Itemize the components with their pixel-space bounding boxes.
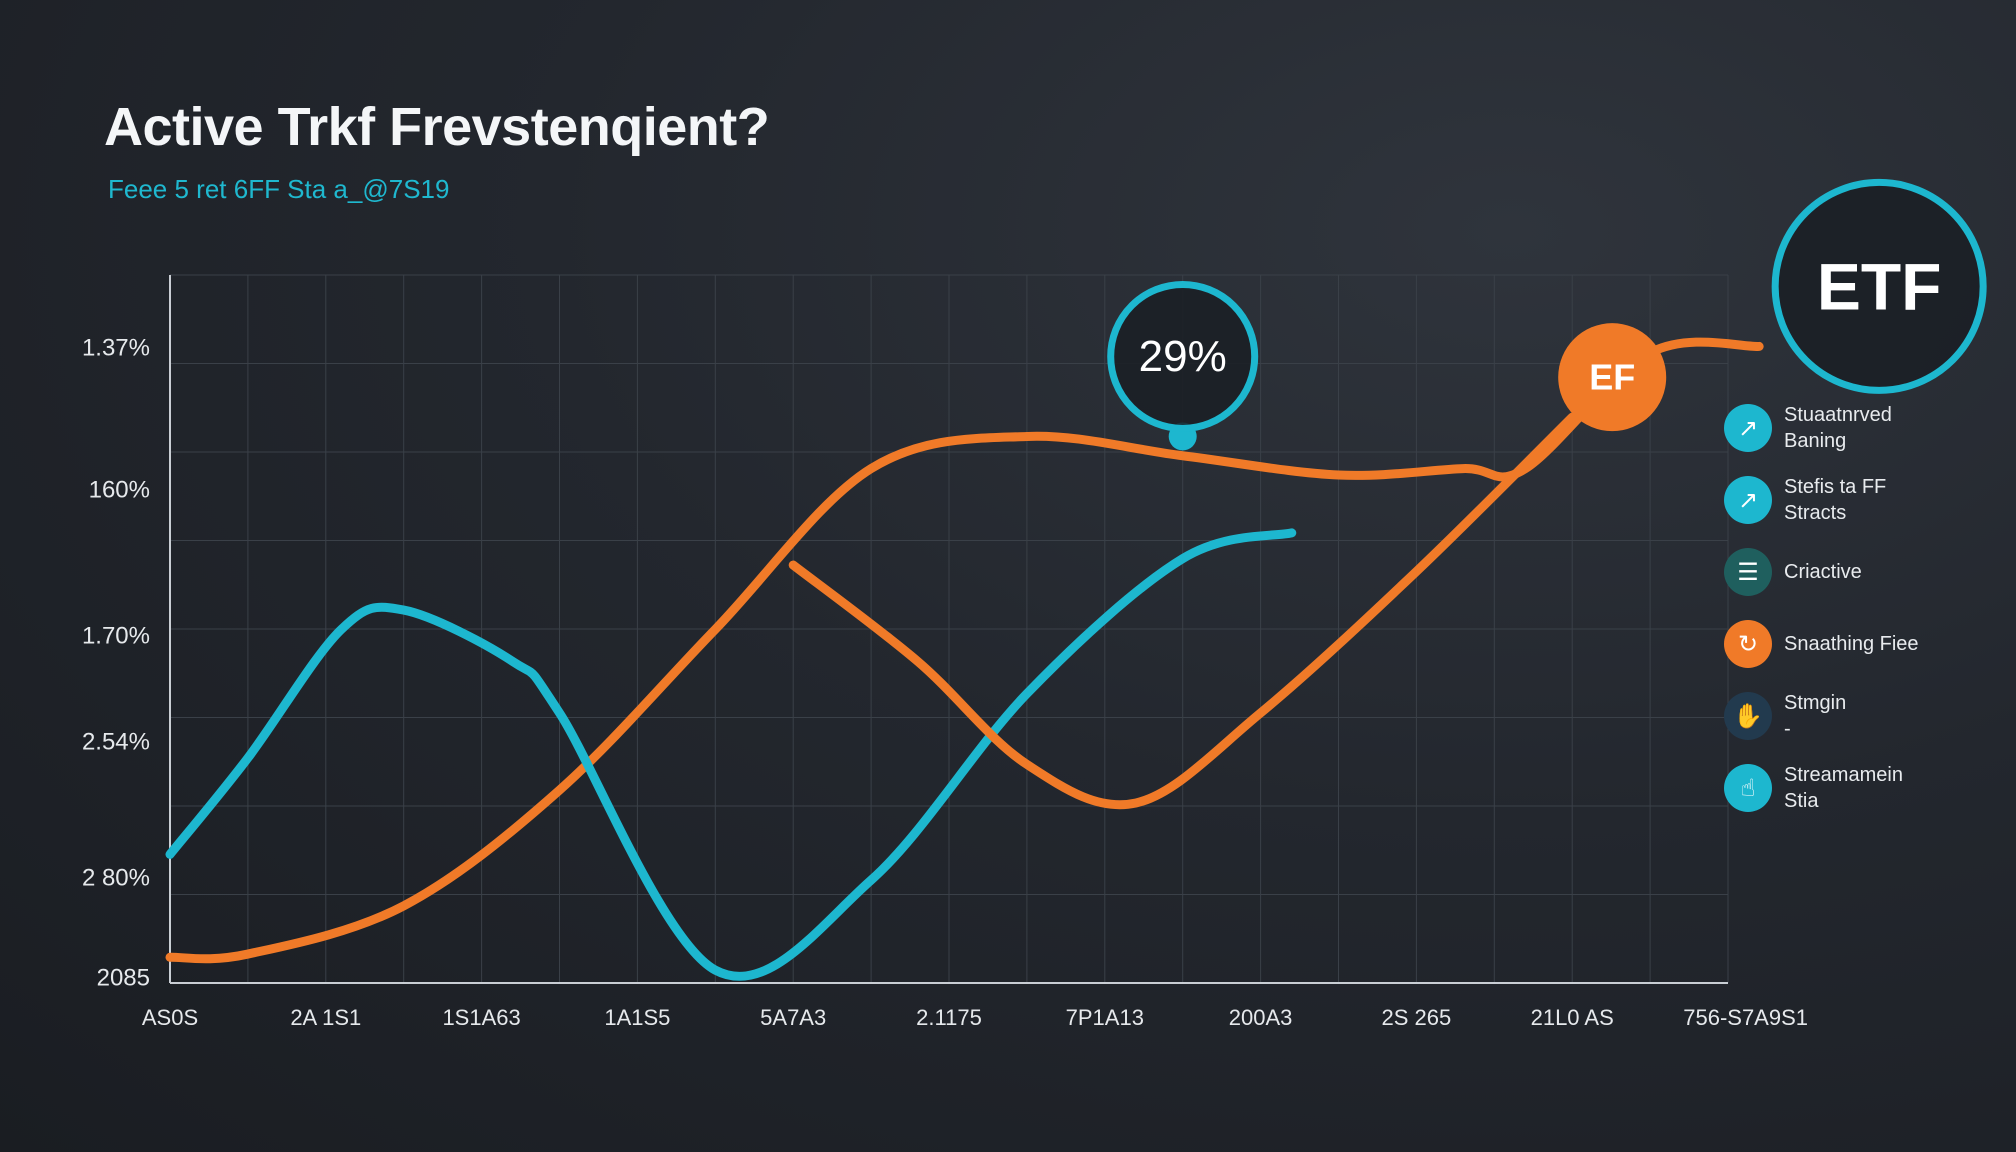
annotation-label: ETF (1817, 249, 1942, 323)
tap-icon: ☝ (1724, 764, 1772, 812)
annotation-label: EF (1589, 357, 1635, 398)
series-line-2 (165, 528, 1297, 981)
legend-label: Snaathing Fiee (1784, 633, 1919, 655)
x-tick-label: 200A3 (1229, 1005, 1293, 1030)
x-tick-label: 2.1175 (916, 1005, 982, 1030)
swirl-icon: ↻ (1724, 620, 1772, 668)
legend-label: Stefis ta FF Stracts (1784, 476, 1887, 524)
x-tick-label: 21L0 AS (1531, 1005, 1614, 1030)
annotation-badge (1558, 323, 1667, 432)
legend-item: ☰ Criactive (1724, 548, 1994, 596)
legend-item: ☝ Streamamein Stia (1724, 764, 1994, 812)
legend-label: Stuaatnrved Baning (1784, 404, 1892, 452)
annotation-label: 29% (1139, 332, 1227, 381)
chart-icon: ↗ (1724, 476, 1772, 524)
x-tick-label: AS0S (142, 1005, 198, 1030)
legend-item: ↗ Stefis ta FF Stracts (1724, 476, 1994, 524)
y-tick-label: 2.54% (82, 729, 150, 756)
x-tick-label: 1A1S5 (604, 1005, 670, 1030)
legend-label: Stmgin - (1784, 692, 1847, 740)
y-tick-label: 160% (89, 477, 150, 504)
legend-label: Criactive (1784, 561, 1862, 583)
y-tick-label: 2 80% (82, 865, 150, 892)
annotation-badge (1107, 280, 1259, 432)
x-tick-label: 5A7A3 (760, 1005, 826, 1030)
x-tick-label: 1S1A63 (442, 1005, 520, 1030)
chart-legend: ↗ Stuaatnrved Baning ↗ Stefis ta FF Stracts… (1724, 404, 1994, 836)
series-line-1 (165, 337, 1764, 964)
x-tick-label: 756-S7A9S1 (1683, 1005, 1808, 1030)
series-layer (165, 337, 1764, 981)
y-tick-label: 2085 (97, 965, 150, 992)
y-tick-label: 1.37% (82, 335, 150, 362)
x-tick-label: 7P1A13 (1066, 1005, 1144, 1030)
legend-item: ↻ Snaathing Fiee (1724, 620, 1994, 668)
annotation-badge (1771, 178, 1987, 394)
legend-item: ✋ Stmgin - (1724, 692, 1994, 740)
annotation-layer: 29% EF ETF (1107, 178, 1987, 451)
y-tick-label: 1.70% (82, 623, 150, 650)
tick-labels: AS0S 2A 1S1 1S1A63 1A1S5 5A7A3 2.1175 7P1A13 20… (82, 335, 1808, 1031)
x-tick-label: 2S 265 (1382, 1005, 1452, 1030)
x-tick-label: 2A 1S1 (290, 1005, 361, 1030)
legend-label: Streamamein Stia (1784, 764, 1903, 812)
grid (169, 274, 1729, 984)
chart-subtitle: Feee 5 ret 6FF Sta a_@7S19 (108, 174, 450, 204)
hand-icon: ✋ (1724, 692, 1772, 740)
document-icon: ☰ (1724, 548, 1772, 596)
axes (169, 275, 1728, 984)
legend-item: ↗ Stuaatnrved Baning (1724, 404, 1994, 452)
chart-title: Active Trkf Frevstenqient? (104, 97, 770, 157)
chart-icon: ↗ (1724, 404, 1772, 452)
